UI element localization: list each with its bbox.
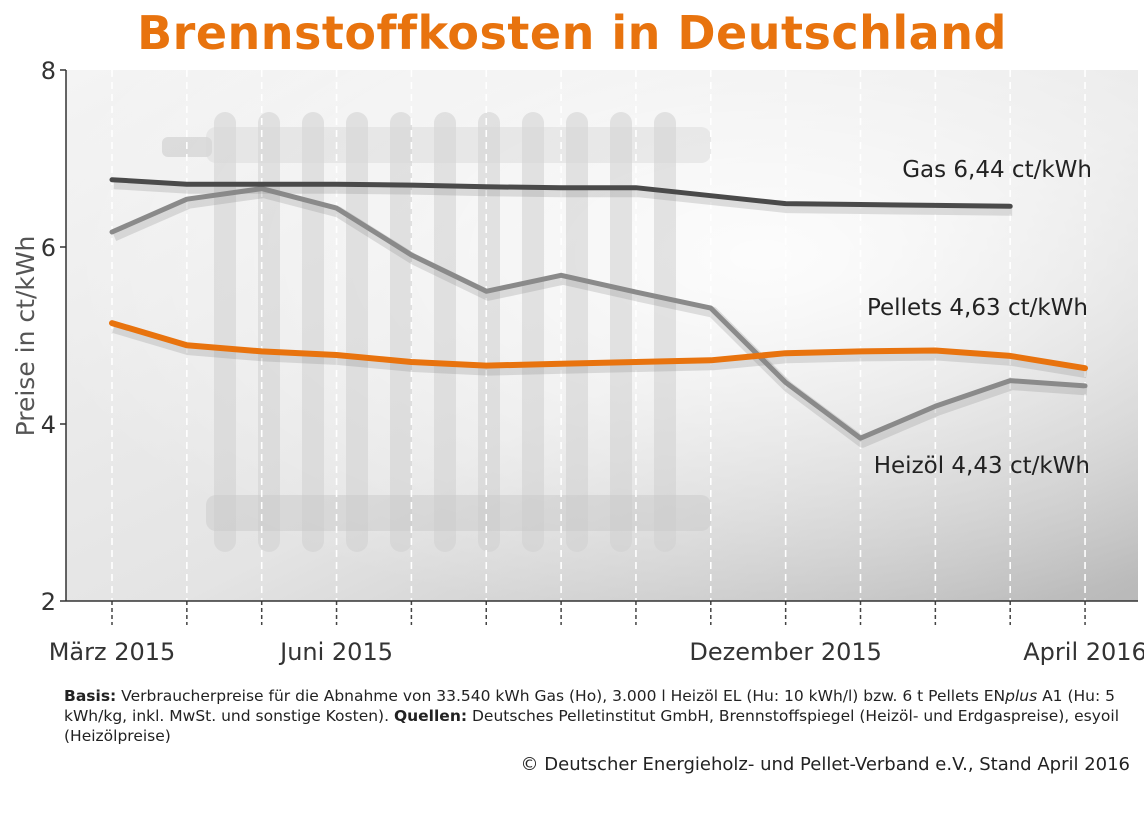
copyright: © Deutscher Energieholz- und Pellet-Verb…	[520, 754, 1130, 775]
series-labels: Gas 6,44 ct/kWh Heizöl 4,43 ct/kWh Pellets…	[867, 157, 1092, 479]
radiator-fin	[346, 112, 368, 552]
radiator-fin	[478, 112, 500, 552]
x-tick-label: Juni 2015	[278, 638, 393, 666]
radiator-fin	[610, 112, 632, 552]
radiator-fin	[522, 112, 544, 552]
series-line-pellets	[109, 320, 1088, 372]
series-label-heizoel: Heizöl 4,43 ct/kWh	[874, 453, 1090, 479]
x-tick-label: Dezember 2015	[689, 638, 882, 666]
radiator-top-bar	[206, 127, 711, 163]
radiator-fin	[302, 112, 324, 552]
radiator-fin	[214, 112, 236, 552]
series-shadow-gas	[113, 178, 1013, 216]
footnote-basis: Basis: Verbraucherpreise für die Abnahme…	[64, 686, 1138, 746]
radiator-illustration	[162, 112, 711, 552]
chart-svg: 2 4 6 8 März 2015 Juni 2015 Dezember 2015 April…	[11, 57, 1144, 666]
series-label-gas: Gas 6,44 ct/kWh	[902, 157, 1092, 183]
basis-text-1: Verbraucherpreise für die Abnahme von 33…	[116, 687, 1006, 705]
y-axis-label: Preise in ct/kWh	[11, 236, 40, 437]
series-shadow-pellets	[112, 321, 1088, 379]
series-line-gas	[109, 177, 1013, 209]
basis-text-2: A1 (Hu: 5 kWh/kg, inkl. MwSt. und sonsti…	[64, 687, 1116, 725]
series-line-heizoel	[109, 186, 1088, 441]
series-lines	[109, 177, 1088, 448]
chart-title: Brennstoffkosten in Deutschland	[137, 6, 1007, 60]
basis-italic: plus	[1005, 687, 1038, 705]
axes: 2 4 6 8 März 2015 Juni 2015 Dezember 2015 April…	[41, 57, 1144, 666]
grid-lines	[111, 70, 1086, 601]
x-tick-label: März 2015	[49, 638, 176, 666]
radiator-fin	[654, 112, 676, 552]
y-tick-label: 4	[41, 411, 56, 439]
series-label-pellets: Pellets 4,63 ct/kWh	[867, 295, 1088, 321]
radiator-fin	[434, 112, 456, 552]
radiator-fin	[390, 112, 412, 552]
sources-label: Quellen:	[393, 707, 468, 725]
radiator-bottom-bar	[206, 495, 711, 531]
y-tick-label: 2	[41, 588, 56, 616]
radiator-fin	[566, 112, 588, 552]
radiator-fin	[258, 112, 280, 552]
basis-label: Basis:	[64, 687, 117, 705]
y-tick-label: 8	[41, 57, 56, 85]
y-tick-label: 6	[41, 234, 56, 262]
series-shadow-heizoel	[111, 187, 1088, 448]
sources-text: Deutsches Pelletinstitut GmbH, Brennstof…	[64, 707, 1120, 745]
x-tick-label: April 2016	[1023, 638, 1144, 666]
